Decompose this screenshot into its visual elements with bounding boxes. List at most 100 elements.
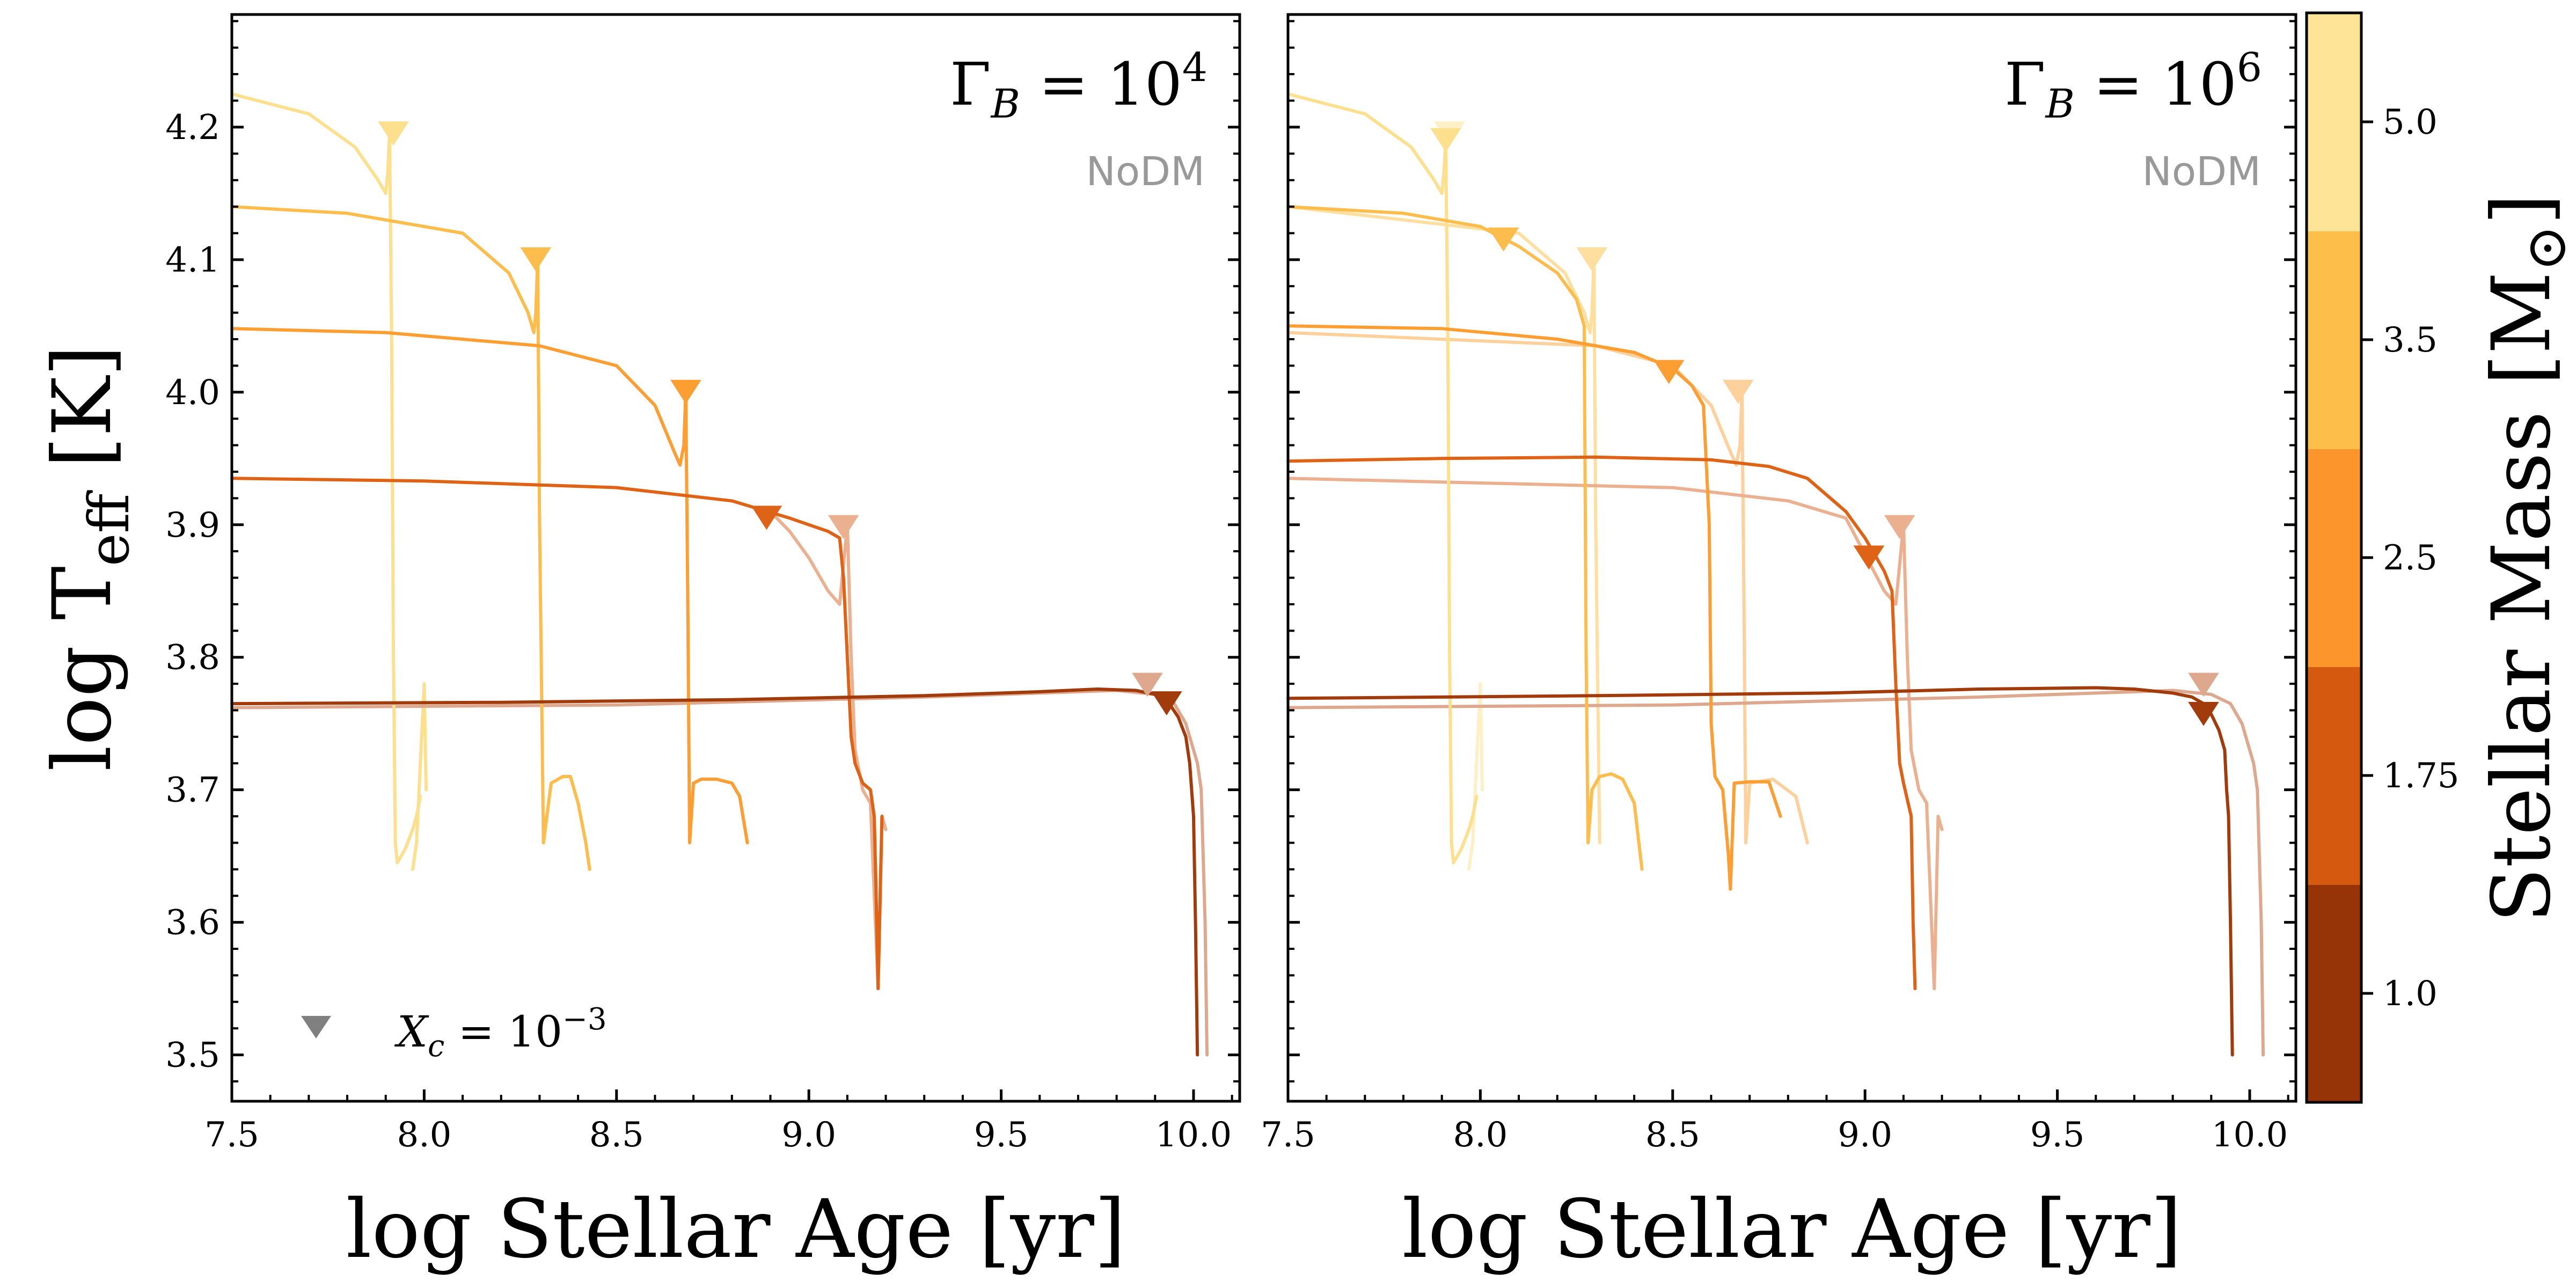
reference-label-left: NoDM	[1086, 149, 1205, 195]
xc-marker-left-m1-dm	[1151, 691, 1182, 715]
panel-label-left: ΓB = 104	[950, 45, 1208, 127]
x-tick-label: 7.5	[204, 1115, 259, 1155]
series-line-right-m3_5-nodm	[1286, 205, 1601, 845]
y-ticks-left: 3.5 3.6 3.7 3.8 3.9 4.0 4.1 4.2	[165, 20, 1240, 1082]
label-sup-right: 6	[2237, 45, 2262, 91]
reference-label-right: NoDM	[2142, 149, 2261, 195]
colorbar-segments	[2307, 13, 2361, 1103]
series-line-left-m1_75-dm	[230, 477, 884, 991]
colorbar-segment-5_0	[2307, 13, 2361, 231]
y-tick-label: 3.9	[165, 506, 220, 545]
colorbar-tick-label: 5.0	[2383, 103, 2438, 142]
label-main-left: Γ	[950, 50, 991, 119]
series-line-right-m5-nodm	[1467, 682, 1484, 871]
legend-marker-icon	[301, 1016, 331, 1038]
colorbar-tick-label: 3.5	[2383, 320, 2438, 360]
plot-area-left	[230, 92, 1209, 1057]
y-tick-label: 4.0	[165, 373, 220, 413]
series-line-right-m2_5-dm	[1286, 324, 1782, 891]
x-tick-label: 9.0	[781, 1115, 836, 1155]
colorbar-segment-3_5	[2307, 231, 2361, 449]
colorbar-label: Stellar Mass [M⊙]	[2475, 193, 2576, 923]
xc-marker-right-m2_5-nodm	[1722, 379, 1754, 404]
x-ticks-left: 7.5 8.0 8.5 9.0 9.5 10.0	[204, 1089, 1233, 1155]
panel-gamma-1e6: 7.5 8.0 8.5 9.0 9.5 10.0 ΓB = 106 NoDM log St…	[1261, 13, 2297, 1276]
plot-area-right	[1286, 92, 2265, 1057]
ylabel-main: log T	[36, 566, 129, 771]
xc-marker-left-m5-dm	[378, 121, 409, 146]
ylabel-unit: [K]	[36, 345, 129, 494]
cbar-label-text: Stellar Mass [M	[2475, 272, 2568, 923]
cbar-label-end: ]	[2475, 193, 2568, 225]
series-line-left-m1-dm	[230, 687, 1199, 1057]
x-tick-label: 10.0	[2212, 1115, 2288, 1155]
xc-marker-right-m1-nodm	[2188, 672, 2219, 697]
y-tick-label: 3.5	[165, 1036, 220, 1075]
axes-frame-right	[1286, 13, 2297, 1103]
x-tick-label: 9.5	[2030, 1115, 2085, 1155]
colorbar-segment-1_75	[2307, 667, 2361, 885]
colorbar-segment-2_5	[2307, 449, 2361, 667]
series-line-right-m1-nodm	[1286, 689, 2265, 1057]
xc-marker-right-m1_75-dm	[1853, 545, 1885, 570]
xc-marker-left-m2_5-dm	[670, 379, 701, 404]
panel-gamma-1e4: 7.5 8.0 8.5 9.0 9.5 10.0 3.5 3.6 3.7 3.8 3.9 4.0 4.…	[36, 13, 1241, 1276]
y-ticks-right	[1288, 20, 2296, 1082]
series-line-right-m1_75-dm	[1286, 455, 1917, 991]
series-line-right-m5-dm	[1286, 92, 1479, 865]
x-ticks-right: 7.5 8.0 8.5 9.0 9.5 10.0	[1261, 1089, 2289, 1155]
xc-marker-right-m1_75-nodm	[1884, 515, 1915, 539]
x-tick-label: 10.0	[1155, 1115, 1232, 1155]
label-eq-left: = 10	[1020, 50, 1182, 119]
legend-eq: = 10	[444, 1007, 562, 1057]
series-line-left-m5-nodm	[411, 682, 428, 871]
marker-legend: Xc = 10−3	[301, 1002, 607, 1064]
colorbar-segment-1_0	[2307, 884, 2361, 1103]
axes-frame-left	[230, 13, 1241, 1103]
xc-marker-left-m3_5-dm	[520, 247, 552, 272]
colorbar-ticks: 1.0 1.75 2.5 3.5 5.0	[2361, 103, 2460, 1014]
colorbar-tick-label: 1.0	[2383, 974, 2438, 1014]
series-line-right-m3_5-dm	[1286, 205, 1644, 871]
x-tick-label: 7.5	[1261, 1115, 1315, 1155]
label-main-right: Γ	[2004, 50, 2045, 119]
series-line-left-m2_5-dm	[230, 327, 749, 845]
x-tick-label: 9.5	[974, 1115, 1029, 1155]
label-sup-left: 4	[1182, 45, 1208, 91]
panel-label-right: ΓB = 106	[2004, 45, 2262, 127]
series-line-right-m2_5-nodm	[1286, 331, 1809, 845]
y-tick-label: 3.7	[165, 771, 220, 810]
series-line-right-m1_75-nodm	[1286, 477, 1944, 991]
y-tick-label: 4.1	[165, 240, 220, 280]
legend-sub: c	[428, 1029, 444, 1064]
y-tick-label: 3.6	[165, 903, 220, 943]
series-line-left-m3_5-dm	[230, 205, 591, 871]
label-sub-left: B	[990, 81, 1020, 127]
colorbar-tick-label: 2.5	[2383, 538, 2438, 578]
ylabel-sub: eff	[76, 490, 142, 567]
xc-marker-right-m2_5-dm	[1653, 360, 1685, 384]
label-sub-right: B	[2044, 81, 2074, 127]
xc-marker-right-m5-dm	[1430, 128, 1461, 152]
label-eq-right: = 10	[2075, 50, 2237, 119]
colorbar: 1.0 1.75 2.5 3.5 5.0 Stellar Mass [M⊙]	[2305, 11, 2576, 1104]
y-tick-label: 3.8	[165, 638, 220, 678]
xc-marker-right-m3_5-dm	[1488, 227, 1519, 252]
xc-marker-left-m1_75-dm	[751, 506, 782, 530]
legend-main: X	[394, 1007, 429, 1057]
legend-sup: −3	[562, 1002, 607, 1037]
x-tick-label: 8.5	[1645, 1115, 1700, 1155]
x-tick-label: 8.5	[589, 1115, 644, 1155]
xc-marker-right-m3_5-nodm	[1576, 247, 1608, 272]
series-line-left-m1-nodm	[230, 689, 1209, 1057]
xc-marker-left-m1-nodm	[1132, 672, 1163, 697]
y-tick-label: 4.2	[165, 108, 220, 148]
colorbar-tick-label: 1.75	[2383, 756, 2460, 796]
x-axis-label-right: log Stellar Age [yr]	[1402, 1183, 2182, 1276]
x-tick-label: 8.0	[397, 1115, 452, 1155]
series-line-right-m1-dm	[1286, 686, 2234, 1057]
x-axis-label-left: log Stellar Age [yr]	[346, 1183, 1126, 1276]
xc-marker-right-m1-dm	[2188, 701, 2219, 726]
cbar-label-sym: ⊙	[2513, 225, 2576, 272]
